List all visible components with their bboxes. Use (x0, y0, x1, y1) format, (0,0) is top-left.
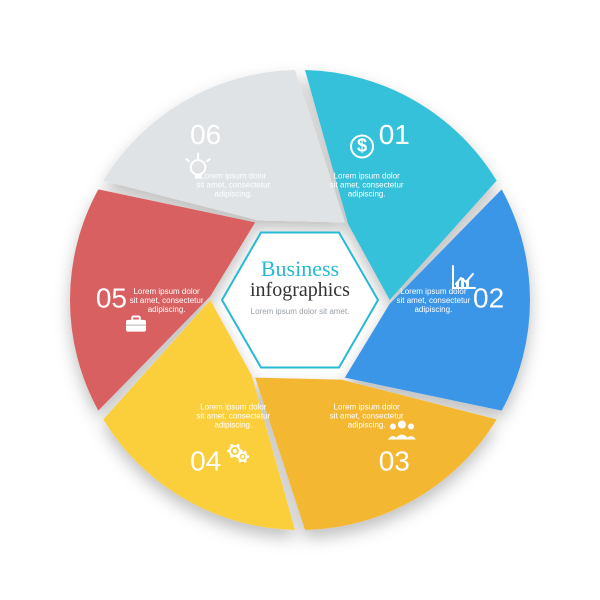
segment-number: 06 (190, 119, 221, 150)
center-hexagon (222, 232, 378, 367)
svg-text:$: $ (357, 135, 367, 155)
shutter-svg: 01Lorem ipsum dolorsit amet, consectetur… (0, 0, 600, 600)
segment-number: 04 (190, 446, 221, 477)
segment-number: 01 (379, 119, 410, 150)
segment-number: 02 (473, 282, 504, 313)
infographic-stage: 01Lorem ipsum dolorsit amet, consectetur… (0, 0, 600, 600)
segment-number: 03 (379, 446, 410, 477)
segment-number: 05 (96, 282, 127, 313)
